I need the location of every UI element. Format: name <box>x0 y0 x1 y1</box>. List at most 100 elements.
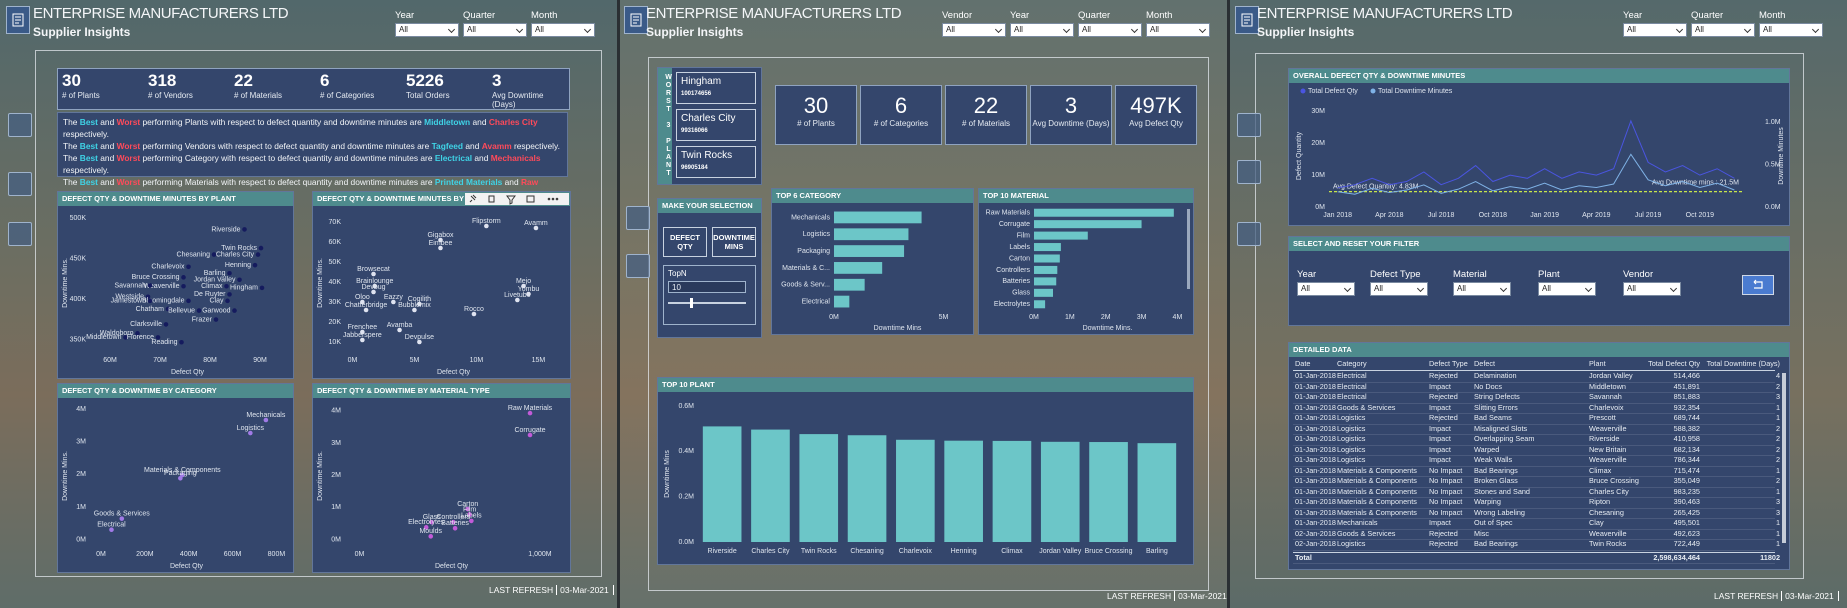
insight-text: Charles City <box>488 117 538 127</box>
filter-select[interactable]: All <box>531 23 595 37</box>
scrollbar[interactable] <box>1187 209 1190 289</box>
filter-select[interactable]: All <box>463 23 527 37</box>
filter-select[interactable]: All <box>1453 282 1511 296</box>
panel-title: SELECT AND RESET YOUR FILTER <box>1289 237 1789 251</box>
nav-button[interactable] <box>8 222 32 246</box>
visual-toolbar[interactable] <box>465 193 569 205</box>
filter: Month All <box>531 10 595 37</box>
point-label: Clarksville <box>130 321 162 328</box>
kpi-label: Avg Downtime (Days) <box>1032 119 1110 128</box>
point-label: Corrugate <box>514 427 545 434</box>
filter-select[interactable]: All <box>1623 23 1687 37</box>
point-label: Bruce Crossing <box>132 274 180 281</box>
nav-button[interactable] <box>8 172 32 196</box>
bar <box>1034 288 1054 297</box>
topn-input[interactable]: 10 <box>668 281 746 293</box>
nav-button[interactable] <box>626 254 650 278</box>
point-label: Brainlounge <box>356 278 393 285</box>
logo-icon <box>1241 13 1253 27</box>
filter-select[interactable]: All <box>942 23 1006 37</box>
y-tick-label: 0.0M <box>678 539 694 546</box>
y-tick-label: 0M <box>1315 204 1325 211</box>
point <box>360 299 365 305</box>
table-cell: Total Downtime (Days) <box>1706 359 1780 368</box>
point <box>145 294 151 300</box>
filter-select[interactable]: All <box>1759 23 1823 37</box>
point-label: Packaging <box>164 470 197 477</box>
reset-icon <box>1753 279 1763 289</box>
insight-text: Best <box>79 141 98 151</box>
reset-button[interactable] <box>1742 275 1774 295</box>
filter-select[interactable]: All <box>1691 23 1755 37</box>
point-label: Avamm <box>524 220 548 227</box>
chart-title: TOP 10 PLANT <box>658 378 1193 392</box>
point <box>438 245 443 251</box>
slider-thumb[interactable] <box>690 298 693 308</box>
table-cell: Materials & Components <box>1337 465 1417 475</box>
footer: LAST REFRESH 03-Mar-2021 <box>1107 591 1227 601</box>
x-tick-label: 2M <box>1101 314 1111 321</box>
table-cell: 265,425 <box>1673 507 1700 517</box>
point <box>255 252 261 257</box>
table-cell: 722,449 <box>1673 539 1700 548</box>
table-cell: No Impact <box>1429 465 1463 475</box>
x-tick-label: Barling <box>1146 548 1168 555</box>
nav-button[interactable] <box>626 206 650 230</box>
filter: Year All <box>1297 269 1355 296</box>
category-label: Film <box>1017 232 1030 239</box>
refresh-date: 03-Mar-2021 <box>1178 591 1227 601</box>
bar <box>1034 220 1142 229</box>
point <box>397 327 402 333</box>
nav-button[interactable] <box>1237 113 1261 137</box>
series-line <box>1337 153 1735 195</box>
point-label: Bubblemix <box>398 302 431 309</box>
table-cell: Logistics <box>1337 423 1366 433</box>
filter-select[interactable]: All <box>1538 282 1596 296</box>
point-label: Devpulse <box>405 334 434 341</box>
bar <box>1040 441 1080 542</box>
x-axis-label: Defect Qty <box>170 563 204 570</box>
filter-select[interactable]: All <box>1010 23 1074 37</box>
filter-label: Year <box>1297 269 1317 280</box>
category-label: Materials & C... <box>782 265 830 272</box>
toggle-button[interactable]: DOWNTIME MINS <box>712 227 756 257</box>
filter-select[interactable]: All <box>1297 282 1355 296</box>
table-cell: 01-Jan-2018 <box>1295 497 1336 506</box>
point <box>186 298 191 304</box>
refresh-date: 03-Mar-2021 <box>1785 591 1839 601</box>
logo-icon <box>630 13 642 27</box>
filter-select[interactable]: All <box>1623 282 1681 296</box>
table-cell: Overlapping Seam <box>1474 434 1535 443</box>
table-cell: Delamination <box>1474 371 1517 380</box>
point <box>467 512 472 517</box>
kpi-label: # of Categories <box>873 119 929 128</box>
filter-select[interactable]: All <box>1078 23 1142 37</box>
nav-button[interactable] <box>8 113 32 137</box>
filter-label: Month <box>1759 10 1786 21</box>
point <box>242 227 247 232</box>
bar <box>896 439 935 542</box>
category-label: Mechanicals <box>791 214 830 221</box>
kpi-value: 6 <box>320 71 330 90</box>
y-tick-label: 1M <box>331 504 341 511</box>
nav-button[interactable] <box>1237 160 1261 184</box>
filter-select[interactable]: All <box>395 23 459 37</box>
bar <box>834 228 909 241</box>
filter-select[interactable]: All <box>1146 23 1210 37</box>
filter-select[interactable]: All <box>1370 282 1428 296</box>
y-tick-label: 3M <box>331 440 341 447</box>
scrollbar[interactable] <box>1782 373 1786 543</box>
table-cell: 514,466 <box>1673 371 1700 380</box>
x-tick-label: 15M <box>532 357 546 364</box>
kpi: 22 # of Materials <box>234 71 282 100</box>
nav-button[interactable] <box>1237 222 1261 246</box>
point-label: Weaverville <box>143 283 179 290</box>
table-cell: 01-Jan-2018 <box>1295 518 1336 527</box>
topn-slider[interactable] <box>668 298 746 308</box>
table-cell: Mechanicals <box>1337 518 1378 527</box>
table-cell: Ripton <box>1589 497 1611 506</box>
table-cell: Out of Spec <box>1474 518 1513 527</box>
insight-text: and <box>97 177 117 187</box>
table-cell: 1 <box>1775 402 1780 412</box>
toggle-button[interactable]: DEFECT QTY <box>663 227 707 257</box>
